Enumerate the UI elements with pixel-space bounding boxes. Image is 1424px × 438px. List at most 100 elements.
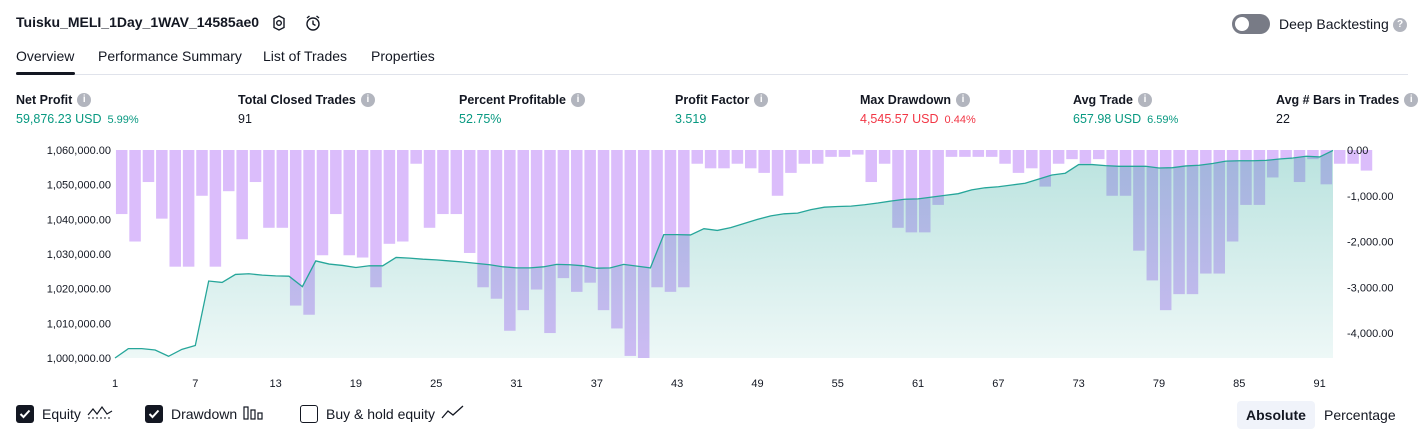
drawdown-bar	[249, 150, 262, 183]
legend-label: Equity	[42, 405, 81, 422]
drawdown-bar	[437, 150, 449, 215]
percentage-toggle[interactable]: Percentage	[1324, 407, 1396, 423]
drawdown-bar	[745, 150, 757, 169]
metric-label: Avg # Bars in Trades	[1276, 93, 1400, 107]
drawdown-bar	[838, 150, 851, 157]
toggle-knob	[1235, 17, 1249, 31]
legend-label: Drawdown	[171, 405, 238, 422]
metric-value: 22	[1276, 112, 1290, 126]
x-tick-label: 79	[1153, 378, 1165, 390]
x-tick-label: 7	[192, 378, 198, 390]
equity-drawdown-chart[interactable]: 1,060,000.00 1,050,000.00 1,040,000.00 1,03…	[0, 138, 1424, 396]
metric-label: Total Closed Trades	[238, 93, 356, 107]
drawdown-bar	[557, 150, 570, 279]
drawdown-bar	[544, 150, 556, 334]
x-tick-label: 49	[751, 378, 763, 390]
info-icon[interactable]: i	[570, 93, 585, 107]
tabs-divider	[16, 74, 1408, 75]
legend-buy-hold[interactable]: Buy & hold equity	[300, 404, 465, 423]
drawdown-bar	[530, 150, 543, 290]
metric-percent: 5.99%	[107, 114, 139, 126]
drawdown-bar	[169, 150, 181, 267]
metric-label: Max Drawdown	[860, 93, 951, 107]
info-icon[interactable]: i	[77, 93, 92, 107]
drawdown-bar	[236, 150, 248, 240]
drawdown-bar	[597, 150, 610, 311]
metric-value: 91	[238, 112, 252, 126]
right-tick-label: -2,000.00	[1347, 237, 1393, 249]
drawdown-bar	[316, 150, 329, 256]
x-tick-label: 37	[591, 378, 603, 390]
drawdown-bar	[945, 150, 958, 157]
x-tick-label: 85	[1233, 378, 1245, 390]
help-icon[interactable]: ?	[1393, 18, 1407, 32]
drawdown-bar	[410, 150, 422, 164]
drawdown-bar	[129, 150, 141, 242]
drawdown-bar	[490, 150, 503, 299]
drawdown-bar	[771, 150, 784, 196]
tab-properties[interactable]: Properties	[371, 48, 435, 64]
equity-checkbox[interactable]	[16, 404, 34, 423]
drawdown-bar	[678, 150, 690, 288]
info-icon[interactable]: i	[1404, 93, 1419, 107]
x-tick-label: 67	[992, 378, 1004, 390]
tab-performance-summary[interactable]: Performance Summary	[98, 48, 242, 64]
drawdown-bar	[450, 150, 463, 215]
metric-total-closed-trades: Total Closed Trades i 91	[238, 93, 375, 126]
left-tick-label: 1,040,000.00	[47, 214, 111, 226]
drawdown-bar	[731, 150, 744, 164]
drawdown-bar	[156, 150, 168, 219]
deep-backtesting-label: Deep Backtesting	[1279, 16, 1389, 32]
left-tick-label: 1,050,000.00	[47, 180, 111, 192]
drawdown-bar	[356, 150, 369, 258]
drawdown-bar	[383, 150, 396, 244]
drawdown-bar	[1026, 150, 1038, 169]
absolute-toggle[interactable]: Absolute	[1237, 401, 1315, 429]
drawdown-bar	[919, 150, 931, 233]
drawdown-bar	[1079, 150, 1092, 164]
drawdown-bar	[892, 150, 904, 228]
metric-value: 657.98 USD	[1073, 112, 1142, 126]
tab-overview[interactable]: Overview	[16, 48, 75, 64]
alert-clock-icon[interactable]	[304, 14, 322, 32]
drawdown-bar	[423, 150, 436, 228]
metric-percent: 0.44%	[944, 114, 976, 126]
info-icon[interactable]: i	[956, 93, 970, 107]
equity-area	[115, 150, 1333, 358]
drawdown-bar	[905, 150, 918, 233]
info-icon[interactable]: i	[754, 93, 769, 107]
x-tick-label: 55	[832, 378, 844, 390]
drawdown-bar	[691, 150, 703, 164]
drawdown-bar	[330, 150, 342, 215]
metric-profit-factor: Profit Factor i 3.519	[675, 93, 769, 126]
drawdown-bar	[276, 150, 289, 228]
equity-line	[114, 149, 1334, 359]
drawdown-bar	[1280, 150, 1292, 160]
drawdown-bar	[289, 150, 302, 306]
settings-icon[interactable]	[270, 14, 288, 32]
drawdown-checkbox[interactable]	[145, 404, 163, 423]
metric-avg-bars: Avg # Bars in Trades i 22	[1276, 93, 1419, 126]
active-tab-indicator	[16, 72, 75, 75]
drawdown-bar	[718, 150, 730, 169]
deep-backtesting-toggle[interactable]	[1232, 14, 1270, 34]
drawdown-bar	[825, 150, 837, 157]
info-icon[interactable]: i	[1137, 93, 1152, 107]
left-tick-label: 1,010,000.00	[47, 318, 111, 330]
drawdown-bar	[959, 150, 971, 157]
legend-equity[interactable]: Equity	[16, 404, 113, 423]
left-tick-label: 1,060,000.00	[47, 145, 111, 157]
metric-net-profit: Net Profit i 59,876.23 USD 5.99%	[16, 93, 139, 126]
legend-drawdown[interactable]: Drawdown	[145, 404, 265, 423]
buy-hold-checkbox[interactable]	[300, 404, 318, 423]
right-tick-label: -1,000.00	[1347, 191, 1393, 203]
drawdown-bar	[1307, 150, 1319, 160]
drawdown-bar	[637, 150, 650, 358]
drawdown-bar	[1333, 150, 1346, 164]
drawdown-bar	[878, 150, 891, 164]
drawdown-bar	[463, 150, 476, 253]
tab-list-of-trades[interactable]: List of Trades	[263, 48, 348, 64]
info-icon[interactable]: i	[360, 93, 375, 107]
drawdown-bar	[584, 150, 596, 283]
metric-label: Avg Trade	[1073, 93, 1133, 107]
